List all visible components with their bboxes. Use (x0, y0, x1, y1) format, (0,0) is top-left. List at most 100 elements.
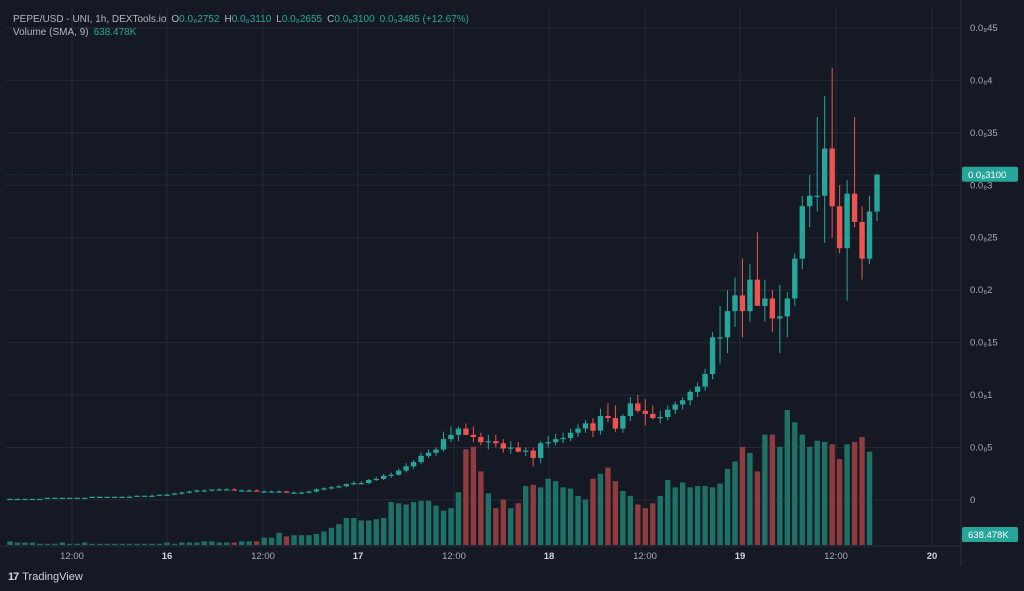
volume-bar (358, 520, 364, 545)
candle-body (859, 221, 865, 259)
candle-body (126, 496, 133, 498)
candle-body (874, 174, 880, 212)
volume-bar (762, 434, 768, 545)
candle-body (717, 337, 723, 339)
candle-body (836, 206, 843, 249)
volume-bar (104, 543, 110, 545)
candle-body (44, 497, 51, 500)
open-key: O (171, 14, 180, 25)
volume-bar (642, 508, 648, 545)
candle-body (777, 316, 783, 319)
volume-bar (231, 542, 237, 545)
candle-body (52, 497, 58, 500)
volume-bar (493, 508, 499, 545)
volume-bar (14, 542, 21, 545)
candle-body (560, 438, 566, 440)
candle-body (612, 418, 619, 429)
volume-bar (410, 502, 417, 545)
candle-body (575, 428, 581, 433)
x-tick-label: 16 (162, 551, 173, 562)
volume-bar (74, 543, 80, 545)
volume-bar (754, 471, 761, 545)
volume-bar (612, 481, 619, 545)
candle-body (545, 442, 551, 444)
x-tick-label: 12:00 (824, 551, 848, 562)
volume-bar (395, 503, 402, 545)
candle-body (59, 497, 66, 500)
volume-bar (261, 537, 267, 545)
volume-bar (732, 461, 738, 545)
candle-body (358, 483, 364, 485)
candle-body (448, 434, 454, 440)
tradingview-branding[interactable]: 17 TradingView (8, 571, 83, 583)
candle-body (732, 295, 738, 312)
candle-body (164, 494, 170, 496)
candle-body (388, 474, 394, 476)
y-tick-label: 0.0₈25 (970, 233, 998, 244)
candle-body (171, 493, 178, 495)
volume-bar (336, 524, 342, 545)
volume-bar (298, 535, 305, 545)
volume-bar (635, 504, 641, 545)
volume-bar (89, 543, 95, 545)
candle-body (814, 195, 820, 197)
candle-body (463, 428, 469, 435)
candle-body (216, 489, 222, 491)
candle-body (283, 491, 290, 493)
candle-body (141, 495, 148, 497)
y-tick-label: 0.0₈2 (970, 285, 992, 296)
volume-bar (119, 543, 125, 545)
x-tick-label: 12:00 (633, 551, 657, 562)
last-price-text: 0.0₈3100 (968, 170, 1006, 181)
tradingview-logo: 17 (8, 571, 19, 583)
candle-body (14, 498, 21, 501)
candle-body (37, 498, 43, 501)
candle-body (702, 374, 708, 387)
volume-bar (769, 434, 776, 545)
tradingview-name: TradingView (22, 571, 83, 583)
volume-bar (224, 542, 230, 545)
volume-bar (239, 541, 245, 545)
candle-body (537, 443, 544, 458)
candle-body (627, 403, 634, 416)
volume-bar (209, 541, 215, 545)
ohlc-legend-row: PEPE/USD - UNI, 1h, DEXTools.io O0.0₈275… (13, 13, 469, 26)
volume-bar (792, 422, 798, 545)
candle-body (395, 470, 402, 475)
candle-body (89, 496, 95, 498)
x-tick-label: 19 (735, 551, 746, 562)
candle-body (343, 484, 350, 487)
volume-bar (29, 542, 36, 545)
y-tick-label: 0.0₈1 (970, 390, 992, 401)
candle-body (74, 497, 80, 500)
candle-body (567, 432, 574, 439)
volume-label[interactable]: Volume (SMA, 9) (13, 27, 89, 38)
volume-bar (807, 446, 813, 545)
volume-bar (366, 520, 372, 545)
last-price-badge (962, 166, 1018, 182)
candle-body (276, 491, 282, 493)
volume-bar (164, 542, 170, 545)
candle-body (709, 337, 716, 375)
volume-bar (530, 484, 536, 545)
volume-bar (179, 542, 185, 545)
candle-body (321, 488, 327, 490)
candle-body (403, 466, 409, 471)
volume-bar (268, 537, 275, 545)
volume-bar (567, 488, 574, 545)
candle-body (694, 386, 701, 392)
candle-body (7, 498, 13, 501)
volume-bar (665, 479, 671, 545)
volume-bar (156, 543, 163, 545)
symbol-label[interactable]: PEPE/USD - UNI, 1h, DEXTools.io (13, 14, 167, 25)
volume-bar (605, 467, 611, 545)
volume-bar (702, 486, 708, 545)
volume-bar (575, 495, 581, 545)
candle-body (672, 404, 678, 410)
volume-bar (276, 532, 282, 545)
volume-bar (373, 519, 379, 545)
candle-body (769, 298, 776, 319)
x-tick-label: 12:00 (442, 551, 466, 562)
volume-bar (381, 518, 387, 545)
